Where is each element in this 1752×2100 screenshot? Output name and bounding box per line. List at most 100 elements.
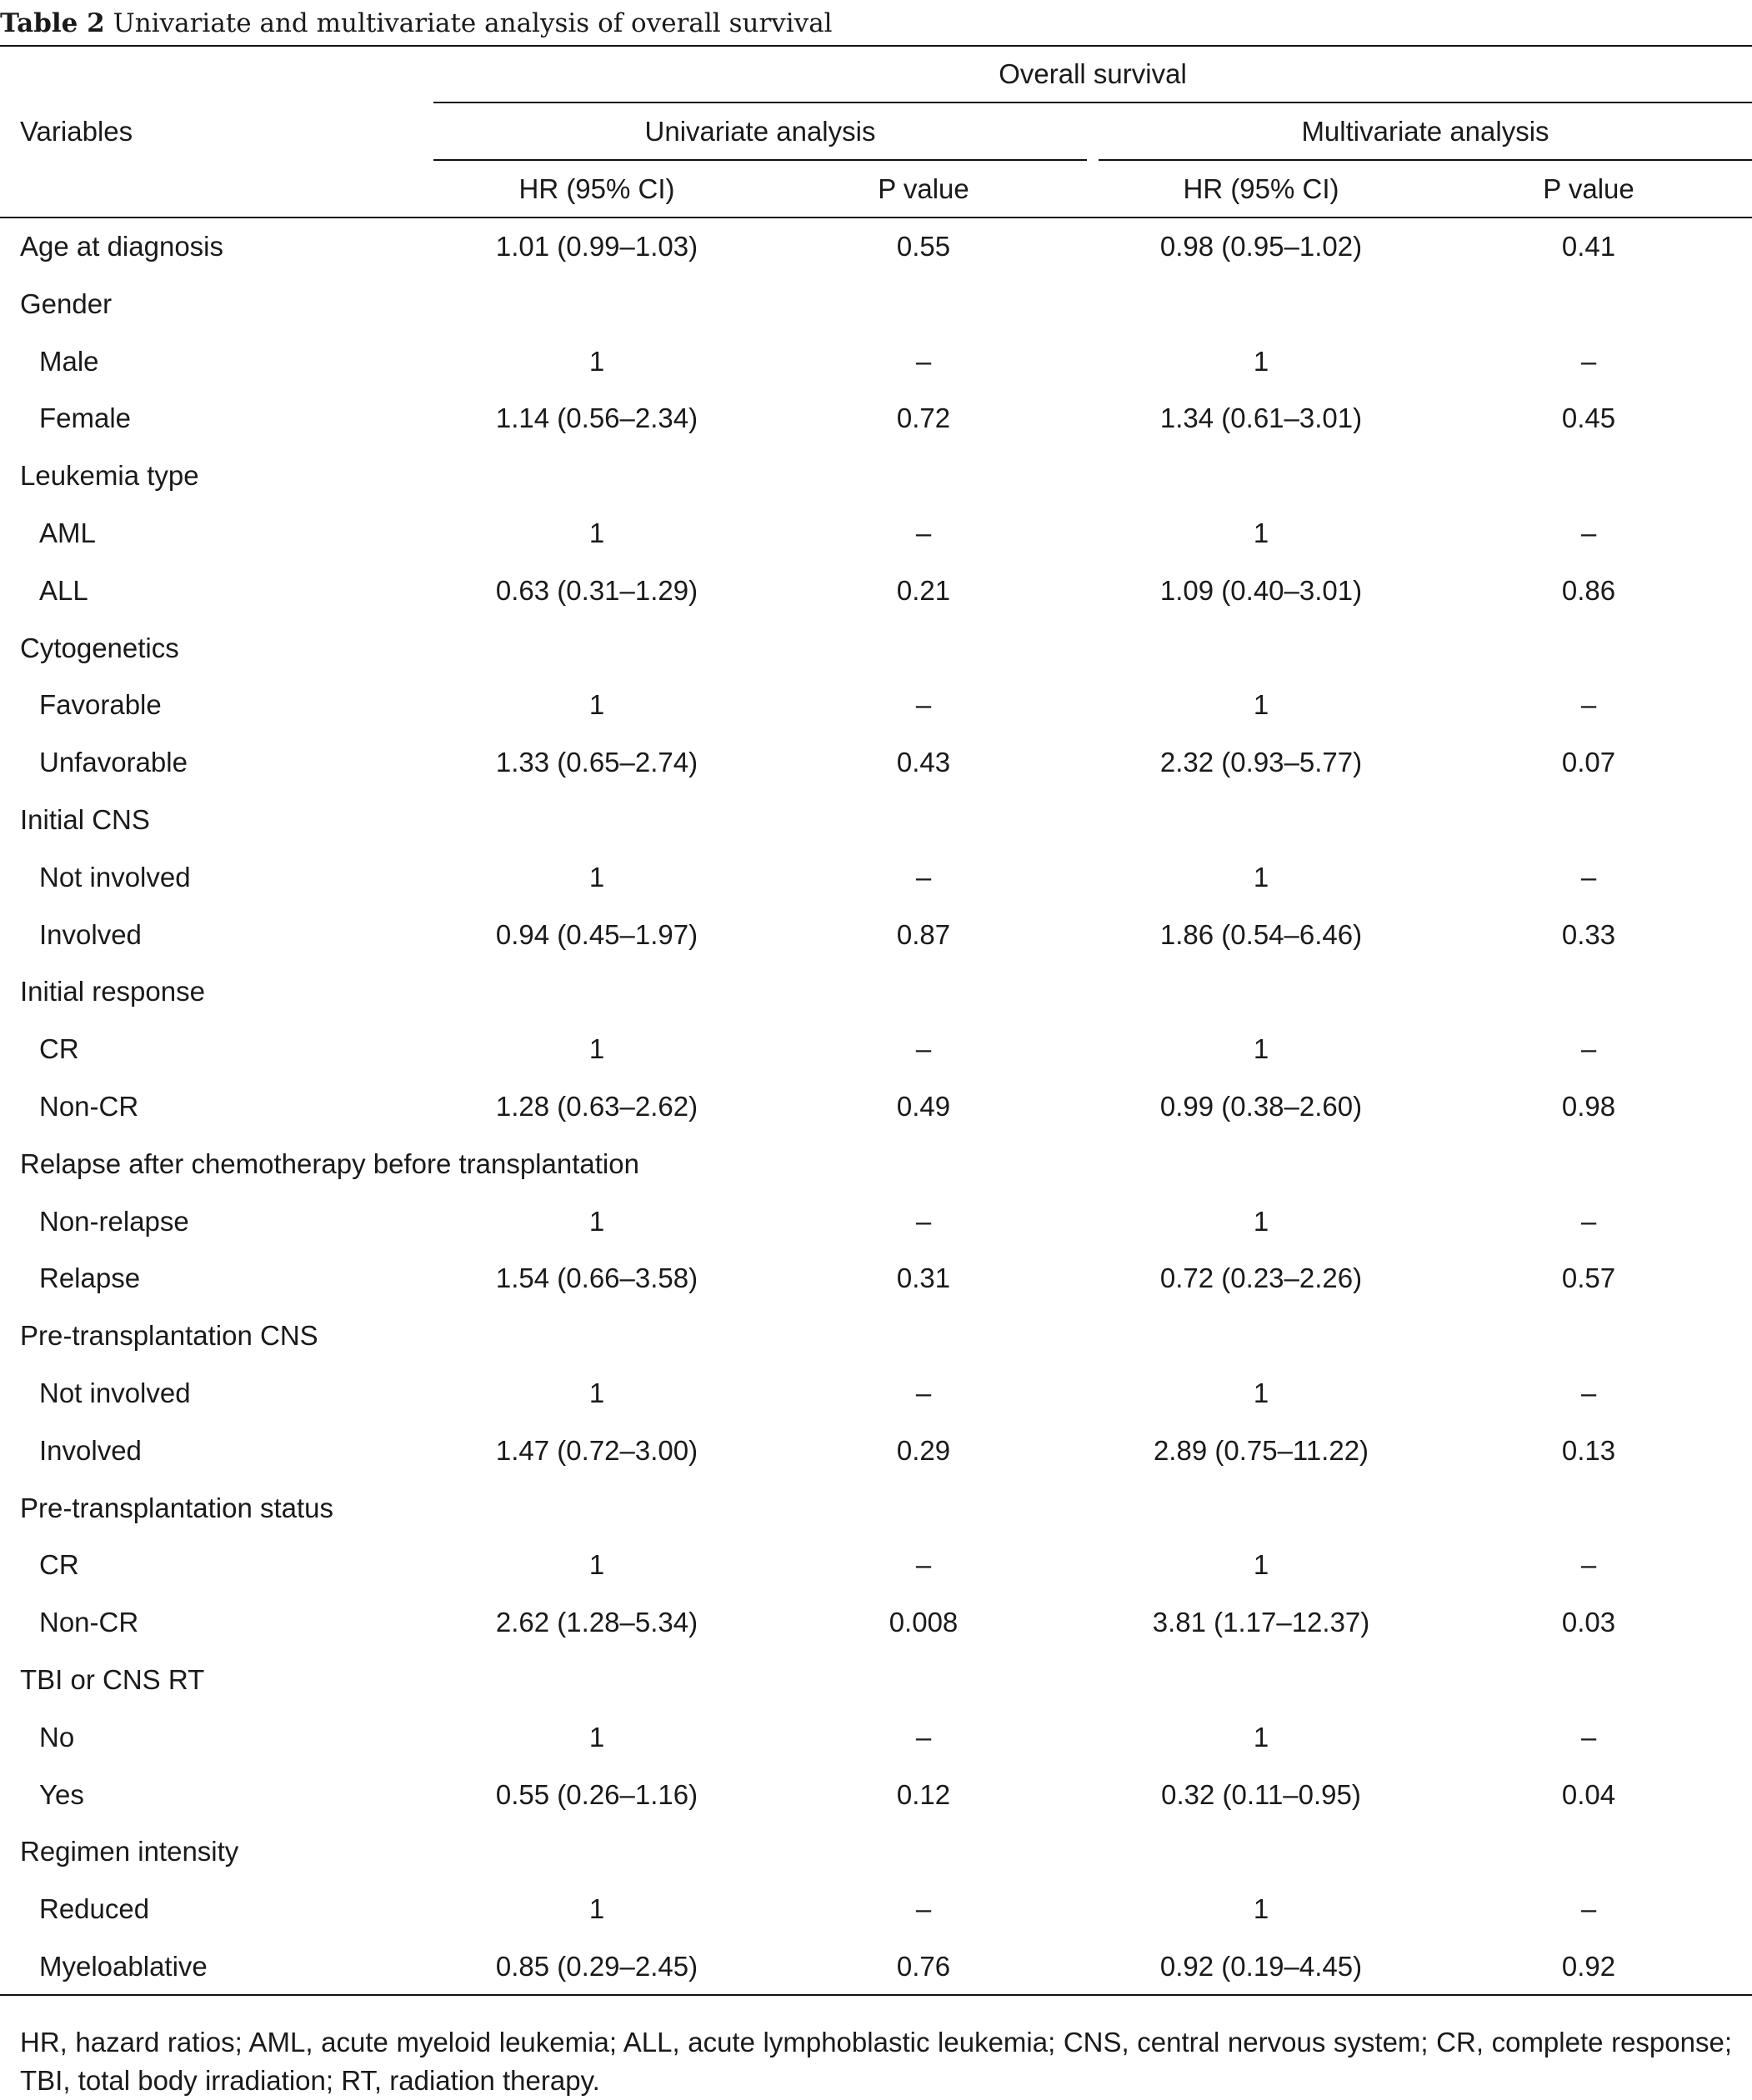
table-footnote: HR, hazard ratios; AML, acute myeloid le…	[20, 2027, 1732, 2096]
variable-label: AML	[39, 518, 96, 548]
hr-multivariate-cell: 1	[1253, 345, 1269, 377]
table-row: Male 1 – 1 –	[0, 333, 1752, 391]
p-multivariate-cell: –	[1580, 345, 1597, 377]
p-multivariate-cell: 0.98	[1561, 1091, 1616, 1122]
p-multivariate-cell: 0.45	[1561, 402, 1616, 434]
p-univariate-cell: 0.31	[896, 1262, 951, 1294]
variable-label: Cytogenetics	[20, 632, 179, 663]
table-row: Leukemia type	[0, 448, 1752, 505]
multivariate-rule	[1099, 159, 1752, 161]
table-row: ALL 0.63 (0.31–1.29) 0.21 1.09 (0.40–3.01) 0…	[0, 562, 1752, 620]
hr-multivariate-cell: 1.86 (0.54–6.46)	[1159, 918, 1363, 950]
hr-multivariate-cell: 1.34 (0.61–3.01)	[1159, 402, 1363, 434]
hr-univariate-cell: 1	[588, 689, 605, 721]
table-row: Not involved 1 – 1 –	[0, 849, 1752, 907]
variable-label: Yes	[39, 1778, 84, 1810]
variable-label: Myeloablative	[39, 1951, 208, 1982]
table-top-rule	[0, 45, 1752, 47]
hr-univariate-cell: 1.01 (0.99–1.03)	[495, 231, 698, 262]
table-row: Initial response	[0, 963, 1752, 1021]
table-row: Unfavorable 1.33 (0.65–2.74) 0.43 2.32 (0.9…	[0, 734, 1752, 792]
hr-univariate-cell: 0.55 (0.26–1.16)	[495, 1778, 698, 1810]
table-row: No 1 – 1 –	[0, 1709, 1752, 1767]
p-univariate-cell: 0.008	[889, 1607, 959, 1638]
header-p-multivariate: P value	[1543, 173, 1634, 204]
table-row: Involved 0.94 (0.45–1.97) 0.87 1.86 (0.54–6…	[0, 907, 1752, 964]
p-multivariate-cell: –	[1580, 1893, 1597, 1925]
p-univariate-cell: –	[915, 1205, 932, 1237]
hr-univariate-cell: 1	[588, 1549, 605, 1581]
hr-univariate-cell: 1.54 (0.66–3.58)	[495, 1262, 698, 1294]
hr-multivariate-cell: 0.32 (0.11–0.95)	[1161, 1778, 1361, 1810]
hr-univariate-cell: 1	[588, 1205, 605, 1237]
variable-label: TBI or CNS RT	[20, 1664, 205, 1695]
p-multivariate-cell: –	[1580, 1378, 1597, 1408]
p-multivariate-cell: 0.41	[1561, 231, 1616, 262]
p-multivariate-cell: –	[1580, 689, 1597, 721]
header-variables: Variables	[20, 116, 133, 147]
variable-label: CR	[39, 1033, 79, 1065]
table-caption: Table 2 Univariate and multivariate anal…	[0, 3, 833, 43]
header-bottom-rule	[0, 217, 1752, 218]
table-row: Regimen intensity	[0, 1823, 1752, 1881]
table-row: Myeloablative 0.85 (0.29–2.45) 0.76 0.92 (0…	[0, 1938, 1752, 1996]
hr-multivariate-cell: 1	[1253, 1721, 1269, 1752]
variable-label: Reduced	[39, 1893, 150, 1925]
hr-univariate-cell: 1.28 (0.63–2.62)	[495, 1091, 698, 1122]
table-row: Relapse 1.54 (0.66–3.58) 0.31 0.72 (0.23–2.…	[0, 1250, 1752, 1308]
variable-label: Favorable	[39, 689, 162, 721]
p-univariate-cell: 0.29	[896, 1434, 951, 1466]
variable-label: Gender	[20, 288, 113, 319]
p-univariate-cell: –	[915, 1033, 932, 1065]
variable-label: Non-CR	[39, 1607, 139, 1638]
p-univariate-cell: 0.12	[896, 1778, 951, 1810]
hr-univariate-cell: 1	[588, 1721, 605, 1752]
variable-label: Age at diagnosis	[20, 231, 224, 262]
p-multivariate-cell: –	[1580, 861, 1597, 892]
variable-label: Unfavorable	[39, 747, 188, 778]
hr-multivariate-cell: 3.81 (1.17–12.37)	[1152, 1607, 1370, 1638]
variable-label: Male	[39, 345, 99, 377]
hr-univariate-cell: 1	[588, 861, 605, 892]
variable-label: Regimen intensity	[20, 1836, 239, 1868]
variable-label: Female	[39, 402, 132, 434]
p-univariate-cell: 0.72	[896, 402, 951, 434]
hr-univariate-cell: 1.33 (0.65–2.74)	[495, 747, 698, 778]
hr-univariate-cell: 1.47 (0.72–3.00)	[495, 1434, 698, 1466]
hr-univariate-cell: 1.14 (0.56–2.34)	[495, 402, 698, 434]
table-row: Relapse after chemotherapy before transp…	[0, 1136, 1752, 1193]
hr-multivariate-cell: 0.99 (0.38–2.60)	[1159, 1091, 1363, 1122]
hr-multivariate-cell: 1	[1253, 1893, 1269, 1925]
overall-survival-rule	[433, 102, 1752, 103]
hr-multivariate-cell: 0.72 (0.23–2.26)	[1159, 1262, 1363, 1294]
variable-label: Not involved	[39, 1378, 191, 1408]
variable-label: Pre-transplantation status	[20, 1492, 334, 1523]
table-row: Not involved 1 – 1 –	[0, 1365, 1752, 1422]
p-multivariate-cell: –	[1580, 1549, 1597, 1581]
hr-multivariate-cell: 1	[1253, 1549, 1269, 1581]
table-row: Pre-transplantation status	[0, 1480, 1752, 1538]
variable-label: Not involved	[39, 861, 191, 892]
table-bottom-rule	[0, 1994, 1752, 1996]
hr-multivariate-cell: 1	[1253, 1033, 1269, 1065]
table-row: Non-relapse 1 – 1 –	[0, 1193, 1752, 1251]
table-row: Non-CR 2.62 (1.28–5.34) 0.008 3.81 (1.17–12…	[0, 1594, 1752, 1652]
p-multivariate-cell: –	[1580, 518, 1597, 548]
table-row: Favorable 1 – 1 –	[0, 677, 1752, 734]
table-row: Involved 1.47 (0.72–3.00) 0.29 2.89 (0.75–1…	[0, 1422, 1752, 1480]
table-row: Age at diagnosis 1.01 (0.99–1.03) 0.55 0.98…	[0, 218, 1752, 276]
p-univariate-cell: 0.87	[896, 918, 951, 950]
hr-multivariate-cell: 0.98 (0.95–1.02)	[1159, 231, 1363, 262]
hr-univariate-cell: 2.62 (1.28–5.34)	[495, 1607, 698, 1638]
table-row: Reduced 1 – 1 –	[0, 1881, 1752, 1938]
hr-multivariate-cell: 1	[1253, 1205, 1269, 1237]
p-multivariate-cell: –	[1580, 1205, 1597, 1237]
variable-label: Relapse	[39, 1262, 141, 1294]
p-univariate-cell: –	[915, 1721, 932, 1752]
variable-label: CR	[39, 1549, 79, 1581]
table-number: Table 2	[0, 8, 105, 38]
hr-multivariate-cell: 1	[1253, 689, 1269, 721]
header-overall-survival: Overall survival	[999, 58, 1187, 89]
hr-multivariate-cell: 1	[1253, 1378, 1269, 1408]
table-row: Cytogenetics	[0, 620, 1752, 678]
